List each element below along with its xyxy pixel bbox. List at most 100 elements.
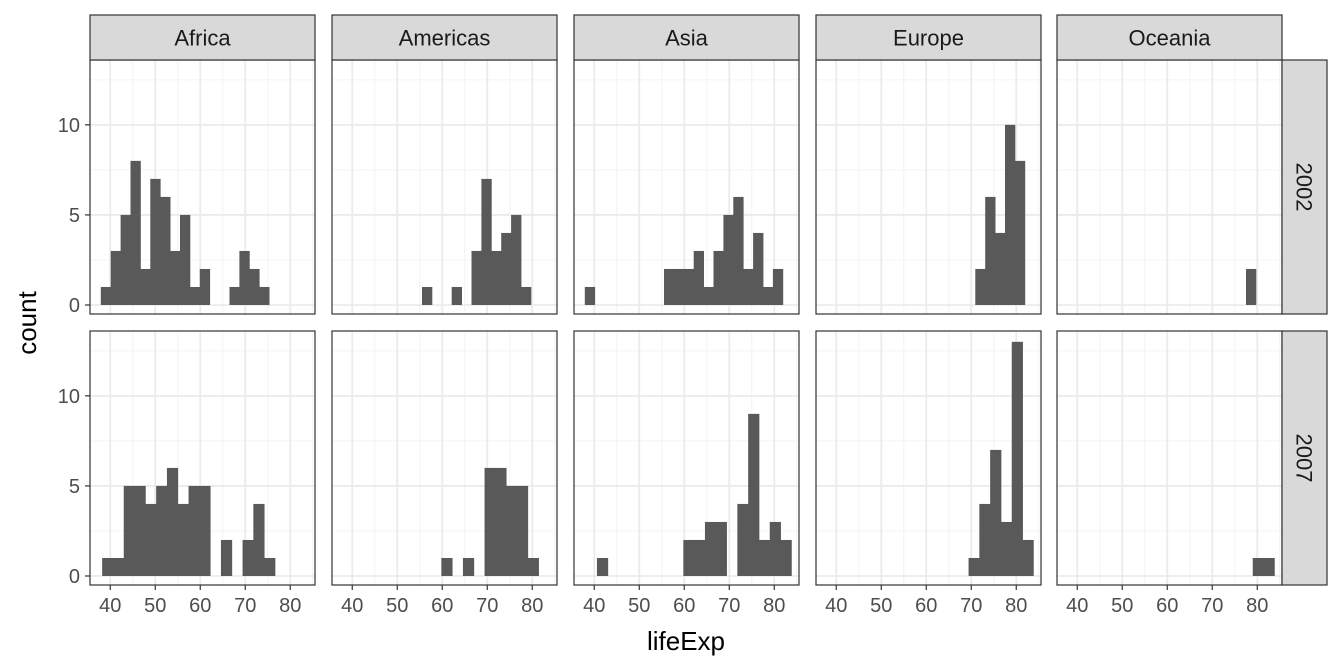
histogram-bar — [780, 539, 792, 576]
histogram-bar — [145, 503, 157, 576]
histogram-bar — [979, 503, 991, 576]
histogram-bar — [763, 286, 774, 305]
histogram-bar — [441, 557, 453, 576]
facet-label: 2002 — [1292, 163, 1317, 212]
facet-strip — [1281, 59, 1328, 315]
facet-label: 2007 — [1292, 434, 1317, 483]
histogram-bar — [422, 286, 433, 305]
histogram-bar — [748, 413, 760, 576]
x-tick-label: 80 — [279, 595, 301, 617]
x-tick-label: 70 — [960, 595, 982, 617]
histogram-bar — [451, 286, 462, 305]
facet-label: Oceania — [1129, 26, 1212, 51]
panel-border — [573, 330, 800, 586]
panel-background — [332, 60, 557, 314]
histogram-bar — [743, 268, 754, 305]
y-tick-label: 5 — [69, 476, 80, 498]
histogram-bar — [249, 268, 260, 305]
x-tick-label: 80 — [1005, 595, 1027, 617]
histogram-bar — [112, 557, 125, 576]
y-tick-label: 5 — [69, 205, 80, 227]
x-tick-label: 60 — [431, 595, 453, 617]
histogram-bar — [511, 214, 522, 305]
histogram-bar — [199, 268, 211, 305]
x-tick-label: 70 — [1201, 595, 1223, 617]
histogram-bar — [753, 232, 764, 305]
histogram-bar — [110, 250, 121, 305]
histogram-bar — [180, 214, 191, 305]
histogram-bar — [123, 485, 135, 576]
histogram-bar — [704, 521, 717, 576]
x-tick-label: 40 — [99, 595, 121, 617]
x-tick-label: 50 — [628, 595, 650, 617]
histogram-bar — [102, 557, 114, 576]
histogram-bar — [242, 539, 254, 576]
panel-background — [1057, 60, 1282, 314]
y-tick-label: 0 — [69, 566, 80, 588]
histogram-bar — [491, 250, 502, 305]
histogram-bar — [683, 539, 695, 576]
histogram-bar — [229, 286, 240, 305]
histogram-bar — [220, 539, 233, 576]
histogram-bar — [1005, 124, 1016, 305]
histogram-bar — [521, 286, 532, 305]
histogram-bar — [1246, 268, 1257, 305]
x-tick-label: 70 — [718, 595, 740, 617]
histogram-bar — [199, 485, 211, 576]
histogram-bar — [737, 503, 749, 576]
histogram-bar — [253, 503, 265, 576]
x-tick-label: 60 — [673, 595, 695, 617]
facet-strip — [1056, 14, 1283, 61]
x-tick-label: 70 — [476, 595, 498, 617]
histogram-bar — [160, 196, 171, 305]
histogram-bar — [130, 160, 141, 305]
histogram-bar — [693, 250, 704, 305]
histogram-bar — [968, 557, 980, 576]
histogram-bar — [481, 178, 492, 305]
facet-label: Americas — [399, 26, 491, 51]
facet-label: Europe — [893, 26, 964, 51]
histogram-bar — [664, 268, 675, 305]
y-tick-label: 10 — [58, 115, 80, 137]
panel-border — [815, 330, 1042, 586]
histogram-bar — [516, 485, 529, 576]
x-tick-label: 80 — [521, 595, 543, 617]
facet-strip — [1281, 330, 1328, 586]
histogram-bar — [150, 178, 161, 305]
panel-border — [331, 330, 558, 586]
histogram-bar — [1000, 521, 1013, 576]
histogram-bar — [1263, 557, 1275, 576]
histogram-bar — [985, 196, 996, 305]
histogram-bar — [188, 485, 200, 576]
histogram-bar — [501, 232, 512, 305]
histogram-bar — [673, 268, 685, 305]
histogram-bar — [703, 286, 714, 305]
histogram-bar — [156, 485, 168, 576]
histogram-bar — [140, 268, 151, 305]
y-tick-label: 0 — [69, 295, 80, 317]
histogram-bar — [715, 521, 727, 576]
histogram-bar — [506, 485, 518, 576]
histogram-bar — [990, 449, 1002, 576]
histogram-bar — [758, 539, 771, 576]
histogram-bar — [527, 557, 539, 576]
histogram-bar — [484, 467, 496, 576]
histogram-bar — [723, 214, 734, 305]
facet-strip — [89, 14, 316, 61]
histogram-bar — [170, 250, 181, 305]
panel-background — [1057, 331, 1282, 585]
histogram-bar — [1014, 160, 1026, 305]
facet-strip — [331, 14, 558, 61]
x-tick-label: 60 — [915, 595, 937, 617]
histogram-bar — [694, 539, 706, 576]
histogram-bar — [100, 286, 112, 305]
histogram-bar — [769, 521, 781, 576]
histogram-bar — [462, 557, 475, 576]
histogram-bar — [772, 268, 784, 305]
x-tick-label: 60 — [1156, 595, 1178, 617]
histogram-bar — [1252, 557, 1264, 576]
histogram-bar — [120, 214, 131, 305]
histogram-bar — [733, 196, 744, 305]
histogram-bar — [1011, 341, 1023, 576]
histogram-bar — [471, 250, 482, 305]
